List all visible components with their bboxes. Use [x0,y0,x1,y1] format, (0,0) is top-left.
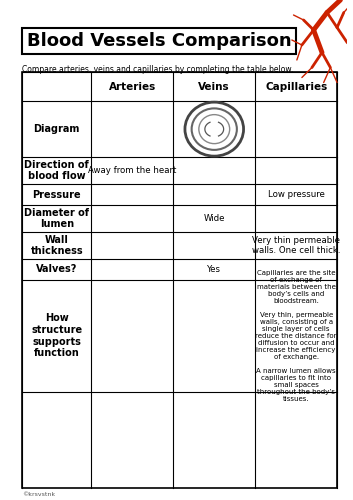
Polygon shape [22,28,297,54]
Text: Arteries: Arteries [109,82,156,92]
Text: Diameter of
lumen: Diameter of lumen [24,208,89,230]
Text: Compare arteries, veins and capillaries by completing the table below.: Compare arteries, veins and capillaries … [22,65,293,74]
Text: Wide: Wide [203,214,225,223]
Text: Low pressure: Low pressure [268,190,324,199]
Text: Yes: Yes [207,265,221,274]
Text: Pressure: Pressure [32,190,81,200]
Polygon shape [22,72,337,488]
Text: Direction of
blood flow: Direction of blood flow [24,160,89,182]
Text: How
structure
supports
function: How structure supports function [31,314,82,358]
Text: Capillaries are the site
of exchange of
materials between the
body’s cells and
b: Capillaries are the site of exchange of … [255,270,337,402]
Text: Away from the heart: Away from the heart [88,166,176,175]
Text: Capillaries: Capillaries [265,82,327,92]
Text: Blood Vessels Comparison: Blood Vessels Comparison [27,32,292,50]
Text: Veins: Veins [198,82,230,92]
Text: ©krsvstnk: ©krsvstnk [22,492,55,498]
Text: Wall
thickness: Wall thickness [30,234,83,256]
Ellipse shape [199,114,230,144]
Text: Valves?: Valves? [36,264,78,274]
Text: Diagram: Diagram [34,124,80,134]
Text: Very thin permeable
walls. One cell thick.: Very thin permeable walls. One cell thic… [252,236,340,255]
